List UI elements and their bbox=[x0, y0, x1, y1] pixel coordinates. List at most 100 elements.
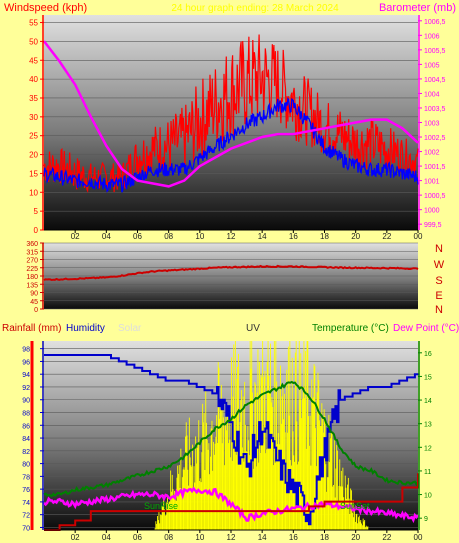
climate-x-tick-label: 10 bbox=[195, 533, 204, 542]
wind-x-tick-label: 02 bbox=[71, 232, 80, 241]
solar-bar bbox=[303, 341, 305, 530]
solar-bar bbox=[257, 349, 259, 530]
solar-bar bbox=[165, 514, 167, 530]
solar-bar bbox=[217, 443, 218, 530]
solar-bar bbox=[323, 409, 325, 530]
solar-bar bbox=[224, 422, 226, 530]
solar-bar bbox=[306, 341, 308, 530]
direction-tick-label: 135 bbox=[26, 282, 38, 289]
solar-bar bbox=[240, 400, 242, 530]
solar-bar bbox=[208, 443, 210, 530]
solar-bar bbox=[209, 474, 211, 530]
solar-bar bbox=[161, 505, 163, 530]
solar-bar bbox=[325, 464, 327, 530]
solar-bar bbox=[218, 367, 220, 530]
solar-bar bbox=[339, 459, 341, 530]
solar-bar bbox=[302, 386, 304, 530]
barometer-line bbox=[43, 40, 419, 188]
rainfall-label: Rainfall (mm) bbox=[2, 323, 61, 334]
solar-bar bbox=[301, 398, 303, 530]
solar-bar bbox=[366, 527, 368, 530]
solar-bar bbox=[316, 392, 318, 530]
temperature-label: Temperature (°C) bbox=[312, 323, 389, 334]
solar-bar bbox=[188, 417, 190, 530]
solar-bar bbox=[201, 452, 203, 530]
windspeed-tick-label: 0 bbox=[34, 226, 39, 235]
barometer-y-axis: 999,5 1000 1000,5 1001 1001,5 1002 1002,5 1003 1… bbox=[418, 15, 446, 230]
solar-bar bbox=[202, 422, 204, 530]
solar-bar bbox=[336, 444, 338, 530]
solar-bar bbox=[347, 477, 349, 530]
solar-bar bbox=[258, 462, 260, 530]
humidity-tick-label: 78 bbox=[22, 474, 30, 481]
solar-bar bbox=[259, 361, 260, 530]
solar-bar bbox=[213, 441, 214, 530]
solar-bar bbox=[291, 465, 292, 530]
solar-bar bbox=[245, 450, 247, 530]
wind-x-tick-label: 12 bbox=[227, 232, 236, 241]
solar-bar bbox=[220, 384, 222, 530]
solar-bar bbox=[219, 418, 221, 530]
solar-bar bbox=[249, 341, 251, 530]
temperature-tick-label: 9 bbox=[424, 516, 428, 523]
solar-bar bbox=[154, 528, 156, 530]
solar-bar bbox=[225, 411, 227, 530]
solar-bar bbox=[289, 341, 291, 530]
solar-bar bbox=[259, 453, 261, 530]
solar-bar bbox=[299, 399, 301, 530]
solar-bar bbox=[350, 488, 352, 530]
solar-bar bbox=[196, 447, 198, 530]
windspeed-tick-label: 40 bbox=[29, 75, 38, 84]
solar-bar bbox=[184, 469, 186, 530]
solar-bar bbox=[242, 396, 244, 530]
solar-bar bbox=[157, 516, 158, 530]
solar-bar bbox=[255, 466, 257, 530]
barometer-tick-label: 1006 bbox=[424, 33, 440, 40]
climate-x-tick-label: 06 bbox=[133, 533, 142, 542]
solar-bar bbox=[189, 457, 191, 530]
solar-bar bbox=[356, 513, 358, 530]
solar-bar bbox=[253, 449, 255, 530]
solar-bar bbox=[317, 372, 319, 530]
solar-bar bbox=[178, 473, 179, 530]
solar-bar bbox=[301, 418, 302, 530]
solar-bar bbox=[332, 486, 334, 530]
humidity-y-axis: 70 72 74 76 78 80 82 84 86 88 90 92 94 96 98 bbox=[22, 341, 44, 532]
solar-bar bbox=[324, 416, 326, 530]
solar-bar bbox=[358, 515, 360, 530]
climate-series bbox=[43, 341, 420, 531]
humidity-line bbox=[44, 354, 420, 526]
solar-bar bbox=[245, 424, 246, 530]
humidity-tick-label: 92 bbox=[22, 385, 30, 392]
climate-x-tick-label: 22 bbox=[382, 533, 391, 542]
solar-bar bbox=[252, 468, 254, 530]
solar-bar bbox=[365, 525, 367, 530]
wind-x-tick-label: 00 bbox=[414, 232, 423, 241]
solar-bar bbox=[185, 422, 187, 530]
windspeed-tick-label: 35 bbox=[29, 94, 38, 103]
windspeed-tick-label: 25 bbox=[29, 132, 38, 141]
solar-bar bbox=[312, 397, 314, 530]
temperature-tick-label: 13 bbox=[424, 422, 432, 429]
solar-bar bbox=[181, 477, 183, 530]
temperature-tick-label: 15 bbox=[424, 374, 432, 381]
solar-bar bbox=[157, 520, 159, 530]
humidity-tick-label: 90 bbox=[22, 398, 30, 405]
solar-bar bbox=[198, 420, 200, 530]
solar-bar bbox=[190, 465, 192, 530]
solar-bar bbox=[357, 523, 359, 530]
compass-n-bottom: N bbox=[435, 304, 443, 316]
solar-bar bbox=[220, 408, 221, 530]
solar-bar bbox=[364, 520, 366, 530]
barometer-tick-label: 1005 bbox=[424, 62, 440, 69]
wind-x-tick-label: 16 bbox=[289, 232, 298, 241]
humidity-tick-label: 82 bbox=[22, 449, 30, 456]
humidity-tick-label: 96 bbox=[22, 359, 30, 366]
solar-bar bbox=[291, 357, 293, 530]
wind-grid bbox=[44, 22, 418, 231]
solar-bar bbox=[329, 462, 331, 530]
solar-bar bbox=[354, 521, 356, 530]
solar-bar bbox=[175, 500, 177, 530]
solar-bar bbox=[320, 426, 322, 530]
